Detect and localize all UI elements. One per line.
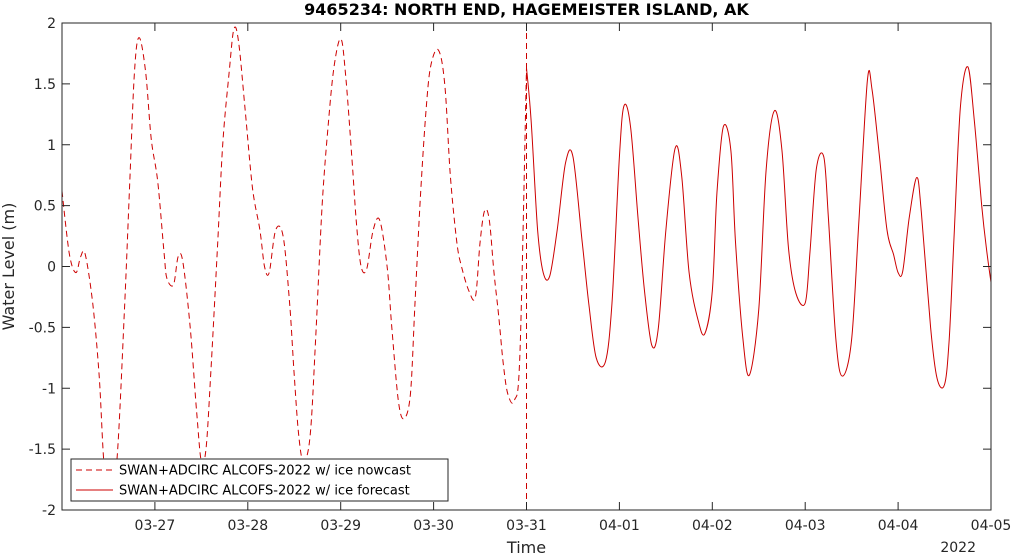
y-tick-label: -1 <box>42 381 56 397</box>
legend-label-nowcast: SWAN+ADCIRC ALCOFS-2022 w/ ice nowcast <box>119 464 411 479</box>
x-axis: 03-27 03-28 03-29 03-30 03-31 04-01 04-02 04-03… <box>135 23 1012 534</box>
y-tick-label: -1.5 <box>29 442 56 458</box>
x-tick-label: 04-03 <box>785 518 826 534</box>
y-tick-label: 0 <box>47 260 56 276</box>
series-forecast-line <box>526 66 992 389</box>
year-label: 2022 <box>940 540 976 555</box>
legend-label-forecast: SWAN+ADCIRC ALCOFS-2022 w/ ice forecast <box>119 484 410 499</box>
y-tick-label: 2 <box>47 16 56 32</box>
x-tick-label: 03-31 <box>506 518 547 534</box>
x-tick-label: 04-05 <box>971 518 1012 534</box>
x-tick-label: 04-04 <box>878 518 919 534</box>
y-tick-label: 0.5 <box>34 199 56 215</box>
x-tick-label: 04-02 <box>692 518 733 534</box>
legend-box <box>70 458 449 502</box>
legend: SWAN+ADCIRC ALCOFS-2022 w/ ice nowcast S… <box>70 458 449 502</box>
y-tick-label: 1 <box>47 138 56 154</box>
y-axis-label: Water Level (m) <box>0 203 18 331</box>
y-tick-label: -2 <box>42 503 56 519</box>
x-tick-label: 03-28 <box>227 518 268 534</box>
x-axis-label: Time <box>506 538 546 555</box>
series-nowcast-line <box>61 26 527 490</box>
x-tick-label: 03-27 <box>135 518 176 534</box>
x-tick-label: 03-30 <box>413 518 454 534</box>
series-layer <box>61 26 992 490</box>
x-tick-label: 03-29 <box>320 518 361 534</box>
chart-title: 9465234: NORTH END, HAGEMEISTER ISLAND, … <box>304 0 749 19</box>
y-tick-label: 1.5 <box>34 77 56 93</box>
y-axis: -2 -1.5 -1 -0.5 0 0.5 1 1.5 2 <box>29 16 991 519</box>
y-tick-label: -0.5 <box>29 320 56 336</box>
x-tick-label: 04-01 <box>599 518 640 534</box>
